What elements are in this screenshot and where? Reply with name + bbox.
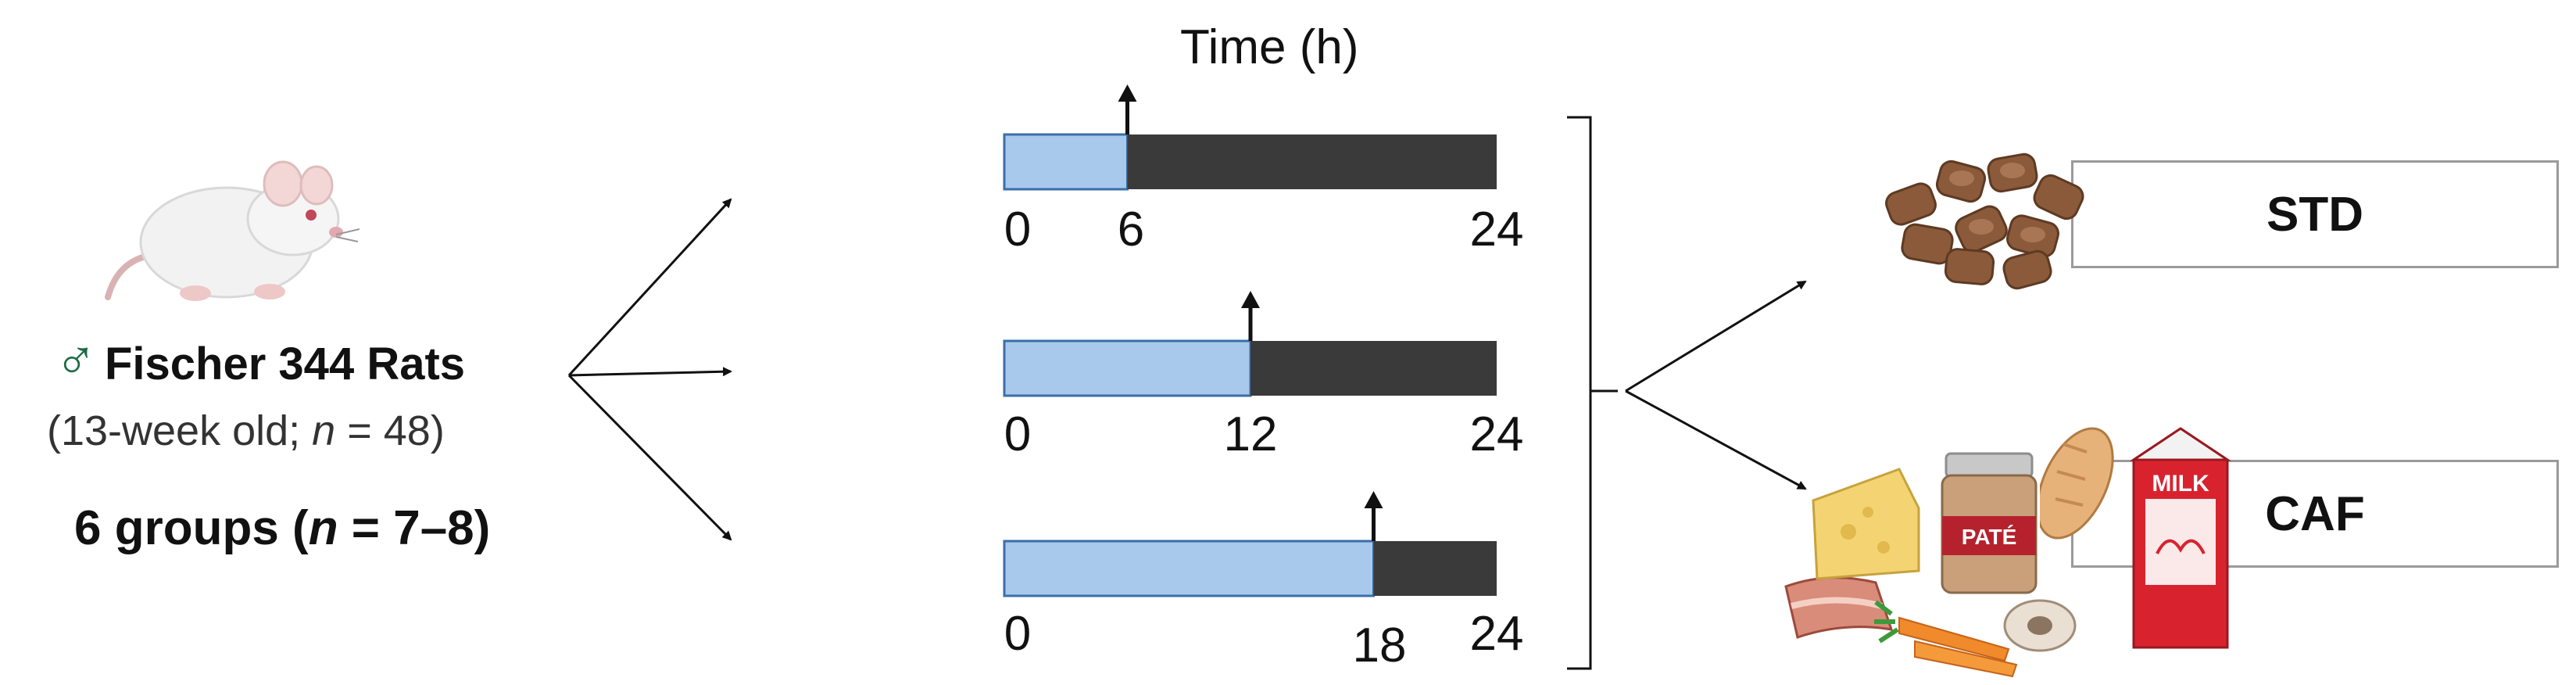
tick-label-l6-mid: 6 [1117,203,1145,256]
white-rat-icon [105,160,360,301]
subject-groups: 6 groups (n = 7–8) [74,501,491,555]
tick-label-l12-start: 0 [1004,407,1032,461]
pate-label: PATÉ [1962,525,2017,549]
subject-title: ♂ Fischer 344 Rats [55,328,465,393]
tick-label-l12-end: 24 [1469,407,1524,461]
light-phase-bar-l12 [1003,339,1252,397]
transition-arrowhead-l12 [1241,291,1260,308]
milk-label: MILK [2152,471,2209,497]
arrow-to-l12 [568,367,732,377]
arrow-to-l6 [567,198,732,377]
mushroom-icon [2003,599,2077,652]
tick-label-l18-end: 24 [1469,607,1524,661]
bread-icon [2040,427,2114,540]
bread-and-milk-icon: MILK [2040,427,2231,649]
tick-label-l12-mid: 12 [1223,407,1278,461]
group-badge-l18: L18 [828,549,916,605]
group-badge-l12: L12 [828,344,916,400]
dark-phase-bar-l18 [1373,541,1497,596]
milk-carton-icon: MILK [2130,427,2231,649]
carrot-icon [1874,600,2018,678]
tick-label-l6-end: 24 [1469,203,1524,256]
right-bracket [1567,116,1592,670]
bacon-icon [1784,576,1894,639]
dark-phase-bar-l12 [1250,341,1497,396]
light-phase-bar-l18 [1003,540,1375,597]
pate-jar-icon: PATÉ [1941,452,2038,594]
transition-arrowhead-l6 [1118,84,1137,102]
group-badge-l6: L6 [843,134,902,191]
tick-label-l18-mid: 18 [1352,619,1407,672]
arrow-to-caf [1625,389,1807,490]
transition-arrowhead-l18 [1364,491,1383,508]
tick-label-l6-start: 0 [1004,203,1032,256]
light-phase-bar-l6 [1003,133,1129,191]
subject-detail: (13-week old; n = 48) [47,407,445,454]
subject-strain: Fischer 344 Rats [105,339,466,389]
dark-phase-bar-l6 [1127,134,1497,189]
cheese-icon [1812,468,1920,580]
pellet-chow-icon [1885,152,2084,290]
cafeteria-foods-icon: PATÉ [1784,452,2077,678]
male-symbol: ♂ [55,329,97,392]
arrow-to-std [1625,280,1807,393]
diet-box-std: STD [2071,160,2559,268]
tick-label-l18-start: 0 [1004,607,1032,661]
time-axis-title: Time (h) [1180,20,1359,74]
arrow-to-l18 [567,374,732,541]
